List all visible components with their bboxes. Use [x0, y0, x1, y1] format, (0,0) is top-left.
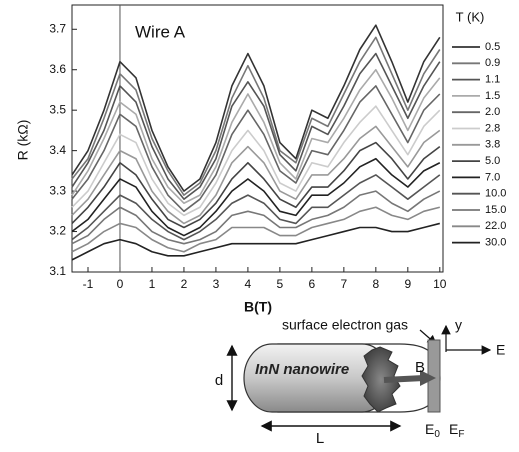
series-line [71, 206, 440, 253]
diagram: surface electron gas B InN nanowire d L … [215, 317, 506, 447]
b-arrow-shaft [383, 375, 425, 383]
series-line [71, 141, 441, 229]
series-line [71, 52, 441, 200]
x-tick-label: 8 [372, 277, 379, 291]
y-tick-label: 3.3 [49, 183, 66, 197]
legend-label: 1.1 [485, 74, 500, 86]
series-line [71, 174, 441, 241]
y-tick-label: 3.6 [49, 62, 66, 76]
legend-label: 0.5 [485, 41, 500, 53]
e0-sub: 0 [434, 429, 440, 440]
e0-base: E [425, 421, 434, 437]
legend-label: 22.0 [485, 220, 506, 232]
y-axis-name: y [455, 317, 462, 333]
x-tick-label: 2 [181, 277, 188, 291]
legend-label: 0.9 [485, 57, 500, 69]
legend-label: 7.0 [485, 171, 500, 183]
chart: Wire A B(T) R (kΩ) T (K) -1 0 1 2 3 4 5 6 7 8 9 10 3… [15, 4, 506, 315]
x-axis-label: B(T) [244, 299, 272, 315]
e-axis-name: E [496, 342, 505, 358]
b-label: B [415, 359, 425, 376]
series-line [71, 190, 441, 245]
d-label: d [215, 372, 223, 389]
y-tick-label: 3.2 [49, 224, 66, 238]
x-tick-label: 1 [149, 277, 156, 291]
y-tick-label: 3.1 [49, 264, 66, 278]
electron-ring [361, 346, 401, 413]
series-line [71, 125, 441, 225]
legend-label: 3.8 [485, 139, 500, 151]
x-tick-label: 9 [404, 277, 411, 291]
x-tick-label: -1 [83, 277, 94, 291]
legend-label: 1.5 [485, 90, 500, 102]
legend-label: 2.0 [485, 106, 500, 118]
series-line [71, 105, 441, 217]
legend-label: 15.0 [485, 204, 506, 216]
x-tick-label: 6 [309, 277, 316, 291]
series-line [71, 222, 440, 261]
series-line [71, 85, 441, 213]
ef-sub: F [458, 429, 464, 440]
series-line [71, 157, 441, 237]
series-line [71, 24, 441, 192]
legend-label: 30.0 [485, 237, 506, 249]
x-tick-label: 5 [277, 277, 284, 291]
l-label: L [316, 430, 324, 447]
x-tick-label: 4 [245, 277, 252, 291]
legend-label: 5.0 [485, 155, 500, 167]
plot-frame [71, 4, 444, 273]
series-line [71, 68, 441, 205]
b-arrow-head [420, 370, 436, 386]
x-tick-label: 0 [117, 277, 124, 291]
x-tick-label: 7 [341, 277, 348, 291]
legend-label: 10.0 [485, 188, 506, 200]
ef-base: E [449, 421, 458, 437]
y-tick-label: 3.4 [49, 143, 66, 157]
annotation: Wire A [135, 22, 186, 41]
x-tick-label: 3 [213, 277, 220, 291]
legend-title: T (K) [456, 9, 485, 24]
legend-label: 2.8 [485, 122, 500, 134]
surface-label: surface electron gas [282, 317, 408, 333]
wire-label: InN nanowire [255, 361, 349, 378]
series-line [71, 36, 441, 196]
ef-label: EF [449, 421, 464, 440]
y-tick-label: 3.5 [49, 102, 66, 116]
x-tick-label: 10 [433, 277, 447, 291]
y-axis-label: R (kΩ) [15, 120, 31, 161]
e0-label: E0 [425, 421, 440, 440]
y-tick-label: 3.7 [49, 21, 66, 35]
